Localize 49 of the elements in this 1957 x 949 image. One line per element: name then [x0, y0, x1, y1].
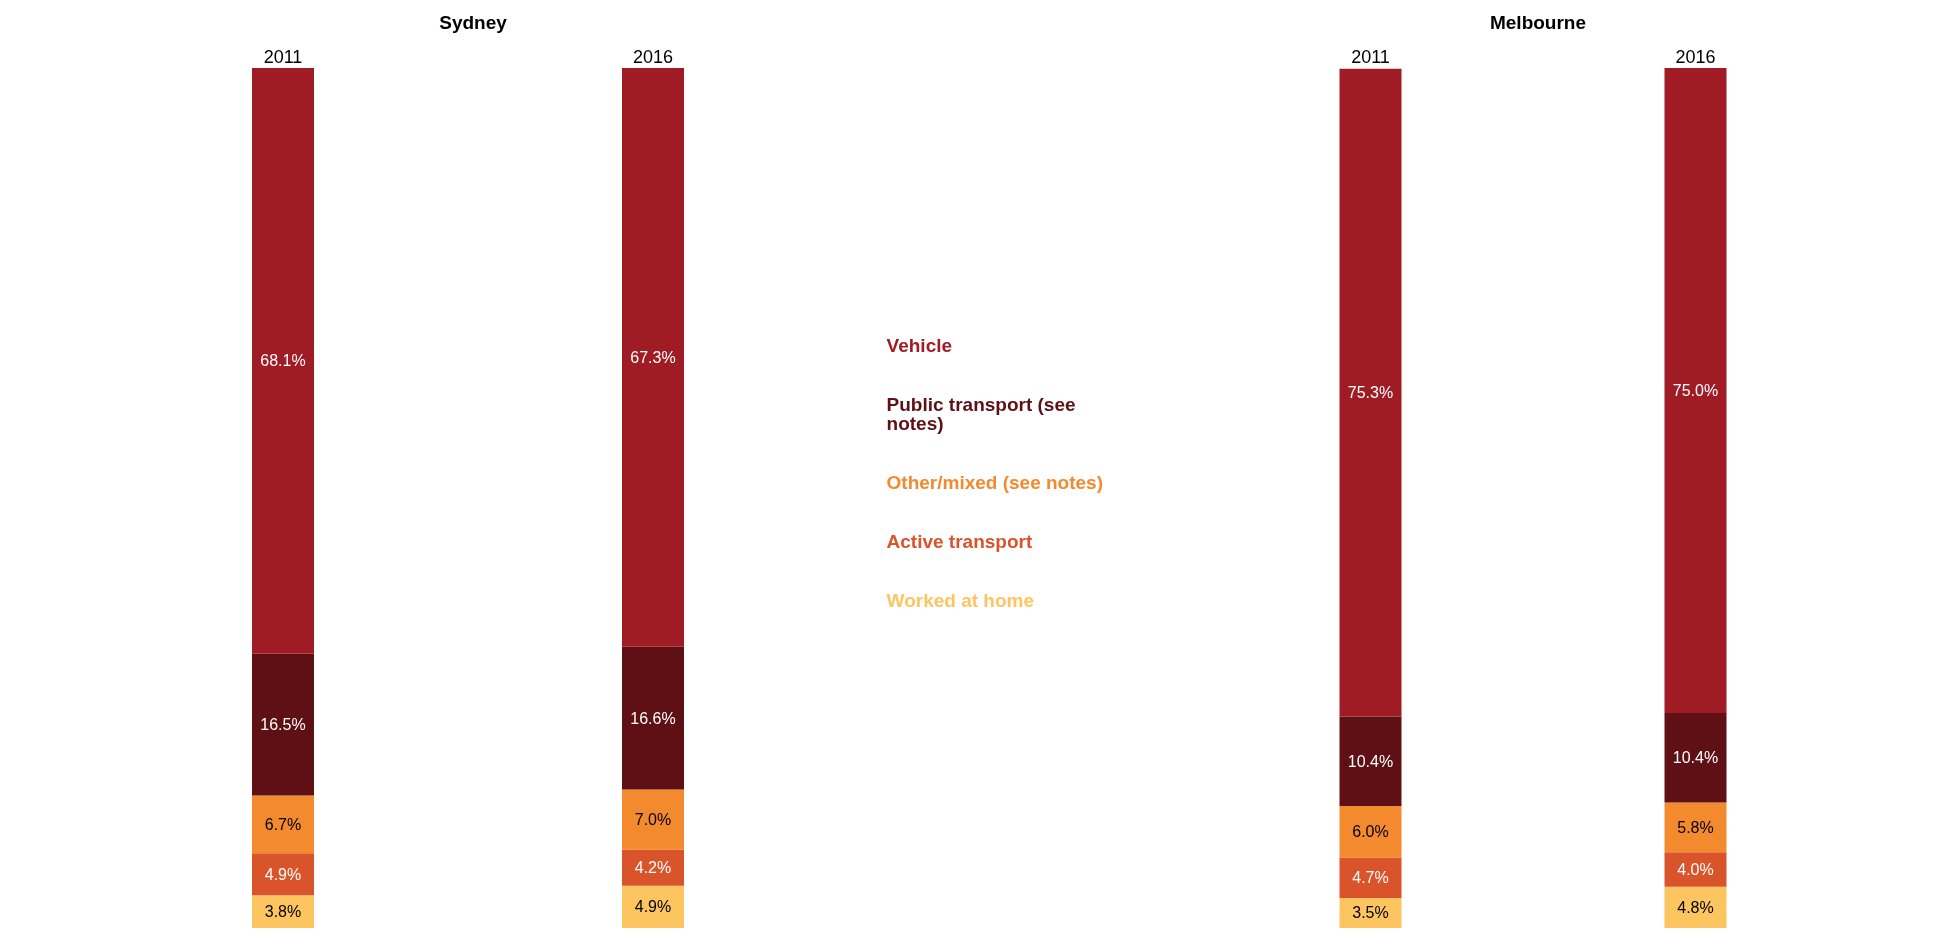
data-label: 16.5% [260, 716, 306, 734]
x-tick-label: 2011 [263, 47, 303, 67]
chart-title: Sydney [439, 12, 508, 33]
bar [1339, 857, 1402, 898]
text: Worked at home [886, 590, 1035, 611]
bar [1339, 716, 1402, 806]
bar [252, 795, 314, 854]
data-label: 4.8% [1677, 898, 1714, 916]
data-label: 4.2% [634, 859, 672, 877]
bar [622, 68, 684, 647]
data-label: 3.8% [264, 903, 302, 921]
data-label: 68.1% [260, 352, 306, 370]
bar [1664, 802, 1727, 853]
data-label: 75.0% [1672, 382, 1719, 399]
data-label: 75.3% [1347, 384, 1394, 402]
bar [1664, 713, 1727, 803]
bar [622, 849, 684, 886]
data-label: 4.7% [1352, 869, 1389, 887]
data-label: 67.3% [630, 348, 676, 366]
bar [1664, 68, 1727, 713]
data-label: 3.5% [1352, 904, 1389, 922]
data-label: 16.6% [630, 709, 676, 727]
data-label: 10.4% [1672, 749, 1719, 767]
data-label: 10.4% [1347, 752, 1394, 770]
bar [1664, 886, 1727, 928]
bar [622, 789, 684, 850]
chart-title: Melbourne [1489, 12, 1587, 33]
bar [252, 853, 314, 896]
text: Other/mixed (see notes) [886, 472, 1103, 493]
bar [622, 646, 684, 790]
data-label: 5.8% [1677, 818, 1714, 836]
x-tick-label: 2011 [1351, 47, 1390, 67]
text: Public transport (see notes) [886, 394, 1081, 434]
data-label: 6.7% [264, 815, 302, 833]
data-label: 4.9% [634, 898, 672, 916]
bar [622, 885, 684, 928]
bar [1339, 68, 1402, 717]
data-label: 6.0% [1352, 823, 1389, 841]
data-label: 4.9% [264, 865, 302, 883]
text: Active transport [886, 531, 1033, 552]
bar [1664, 852, 1727, 887]
data-label: 4.0% [1677, 861, 1714, 879]
text: Vehicle [886, 335, 953, 356]
bar [1339, 805, 1402, 858]
data-label: 7.0% [634, 811, 672, 829]
bar [252, 653, 314, 796]
x-tick-label: 2016 [632, 47, 674, 67]
bar [252, 68, 314, 654]
x-tick-label: 2016 [1675, 47, 1716, 67]
